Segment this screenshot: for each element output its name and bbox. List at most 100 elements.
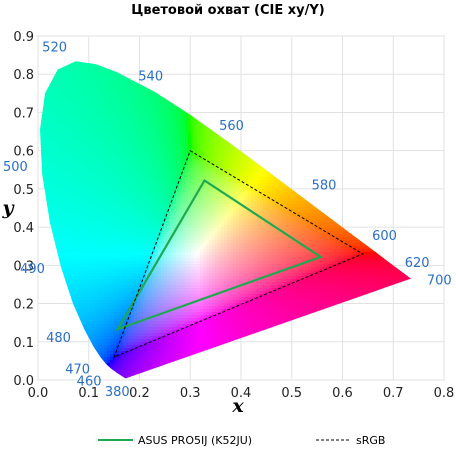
gamut-fill-cell [68,81,71,84]
gamut-fill-cell [140,114,143,117]
gamut-fill-cell [176,201,179,204]
gamut-fill-cell [128,171,131,174]
gamut-fill-cell [119,210,122,213]
gamut-fill-cell [125,195,128,198]
gamut-fill-cell [71,210,74,213]
gamut-fill-cell [95,171,98,174]
gamut-fill-cell [116,204,119,207]
gamut-fill-cell [170,210,173,213]
gamut-fill-cell [218,216,221,219]
gamut-fill-cell [71,156,74,159]
gamut-fill-cell [65,90,68,93]
gamut-fill-cell [68,174,71,177]
gamut-fill-cell [128,114,131,117]
gamut-fill-cell [245,168,248,171]
gamut-fill-cell [86,111,89,114]
gamut-fill-cell [230,249,233,252]
gamut-fill-cell [74,228,77,231]
gamut-fill-cell [62,93,65,96]
gamut-fill-cell [143,87,146,90]
gamut-fill-cell [116,231,119,234]
gamut-fill-cell [122,225,125,228]
gamut-fill-cell [296,228,299,231]
gamut-fill-cell [92,111,95,114]
gamut-fill-cell [185,222,188,225]
gamut-fill-cell [65,243,68,246]
gamut-fill-cell [65,171,68,174]
gamut-fill-cell [125,93,128,96]
gamut-fill-cell [116,87,119,90]
gamut-fill-cell [74,249,77,252]
gamut-fill-cell [227,165,230,168]
gamut-fill-cell [110,156,113,159]
gamut-fill-cell [257,201,260,204]
gamut-fill-cell [281,183,284,186]
gamut-fill-cell [320,234,323,237]
gamut-fill-cell [236,219,239,222]
gamut-fill-cell [242,201,245,204]
gamut-fill-cell [152,240,155,243]
gamut-fill-cell [56,156,59,159]
gamut-fill-cell [71,213,74,216]
gamut-fill-cell [149,186,152,189]
gamut-fill-cell [215,243,218,246]
gamut-fill-cell [140,234,143,237]
gamut-fill-cell [92,135,95,138]
gamut-fill-cell [170,114,173,117]
gamut-fill-cell [200,213,203,216]
gamut-fill-cell [131,147,134,150]
gamut-fill-cell [65,141,68,144]
gamut-fill-cell [74,105,77,108]
gamut-fill-cell [161,186,164,189]
gamut-fill-cell [197,249,200,252]
gamut-fill-cell [80,150,83,153]
gamut-fill-cell [293,216,296,219]
gamut-fill-cell [158,108,161,111]
gamut-fill-cell [143,252,146,255]
gamut-fill-cell [281,246,284,249]
gamut-fill-cell [218,174,221,177]
gamut-fill-cell [113,237,116,240]
gamut-fill-cell [104,87,107,90]
gamut-fill-cell [101,78,104,81]
gamut-fill-cell [128,222,131,225]
gamut-fill-cell [116,216,119,219]
gamut-fill-cell [68,75,71,78]
gamut-fill-cell [311,213,314,216]
gamut-fill-cell [242,195,245,198]
gamut-fill-cell [74,192,77,195]
gamut-fill-cell [275,219,278,222]
gamut-fill-cell [122,90,125,93]
gamut-fill-cell [59,135,62,138]
gamut-fill-cell [86,147,89,150]
gamut-fill-cell [227,207,230,210]
gamut-fill-cell [269,216,272,219]
gamut-fill-cell [146,207,149,210]
gamut-fill-cell [53,219,56,222]
gamut-fill-cell [131,234,134,237]
gamut-fill-cell [59,231,62,234]
gamut-fill-cell [62,234,65,237]
gamut-fill-cell [185,225,188,228]
gamut-fill-cell [89,237,92,240]
gamut-fill-cell [125,198,128,201]
gamut-fill-cell [101,231,104,234]
gamut-fill-cell [68,117,71,120]
gamut-fill-cell [86,210,89,213]
gamut-fill-cell [233,186,236,189]
gamut-fill-cell [176,210,179,213]
gamut-fill-cell [80,159,83,162]
gamut-fill-cell [128,225,131,228]
gamut-fill-cell [167,159,170,162]
gamut-fill-cell [53,153,56,156]
gamut-fill-cell [113,159,116,162]
gamut-fill-cell [143,102,146,105]
gamut-fill-cell [89,243,92,246]
gamut-fill-cell [104,69,107,72]
gamut-fill-cell [143,138,146,141]
gamut-fill-cell [269,186,272,189]
gamut-fill-cell [53,162,56,165]
gamut-fill-cell [254,243,257,246]
gamut-fill-cell [263,231,266,234]
gamut-fill-cell [146,219,149,222]
